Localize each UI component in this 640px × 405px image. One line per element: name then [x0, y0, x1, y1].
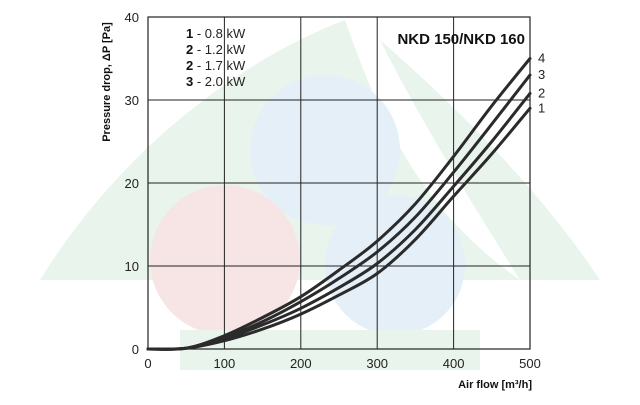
x-tick-label: 200 — [290, 356, 312, 371]
series-label-3: 3 — [538, 67, 545, 82]
legend-item-number: 2 — [186, 42, 193, 57]
series-label-4: 4 — [538, 51, 545, 66]
legend-item-text: - 1.7 kW — [193, 58, 246, 73]
legend-item-number: 3 — [186, 74, 193, 89]
watermark-circle — [150, 185, 300, 335]
x-tick-label: 100 — [214, 356, 236, 371]
watermark-logo — [40, 20, 600, 370]
y-tick-label: 0 — [132, 342, 139, 357]
series-label-1: 1 — [538, 100, 545, 115]
legend-item-text: - 2.0 kW — [193, 74, 246, 89]
series-line-4 — [146, 57, 532, 351]
legend-item-number: 1 — [186, 26, 193, 41]
plot-frame — [147, 16, 531, 350]
legend-item-text: - 1.2 kW — [193, 42, 246, 57]
y-tick-label: 40 — [125, 10, 139, 25]
legend-item: 3 - 2.0 kW — [186, 74, 246, 89]
tick-labels: 0 100 200 300 400 500 0 10 20 30 40 — [125, 10, 541, 371]
x-tick-label: 400 — [443, 356, 465, 371]
legend: 1 - 0.8 kW2 - 1.2 kW2 - 1.7 kW3 - 2.0 kW — [186, 26, 246, 89]
legend-item-number: 2 — [186, 58, 193, 73]
y-tick-label: 10 — [125, 259, 139, 274]
watermark-circle — [250, 75, 400, 225]
y-tick-label: 30 — [125, 93, 139, 108]
x-tick-label: 300 — [366, 356, 388, 371]
axes — [147, 16, 531, 350]
x-axis-title: Air flow [m³/h] — [458, 379, 532, 391]
chart-title: NKD 150/NKD 160 — [397, 31, 525, 48]
curves — [146, 57, 532, 351]
x-tick-label: 0 — [144, 356, 151, 371]
legend-item: 2 - 1.7 kW — [186, 58, 246, 73]
series-label-2: 2 — [538, 85, 545, 100]
legend-item: 1 - 0.8 kW — [186, 26, 246, 41]
y-axis-title: Pressure drop, ΔP [Pa] — [101, 22, 113, 142]
legend-item: 2 - 1.2 kW — [186, 42, 246, 57]
curve-labels: 12 34 — [538, 51, 545, 116]
x-tick-label: 500 — [519, 356, 541, 371]
legend-item-text: - 0.8 kW — [193, 26, 246, 41]
watermark-circle — [325, 195, 465, 335]
y-tick-label: 20 — [125, 176, 139, 191]
